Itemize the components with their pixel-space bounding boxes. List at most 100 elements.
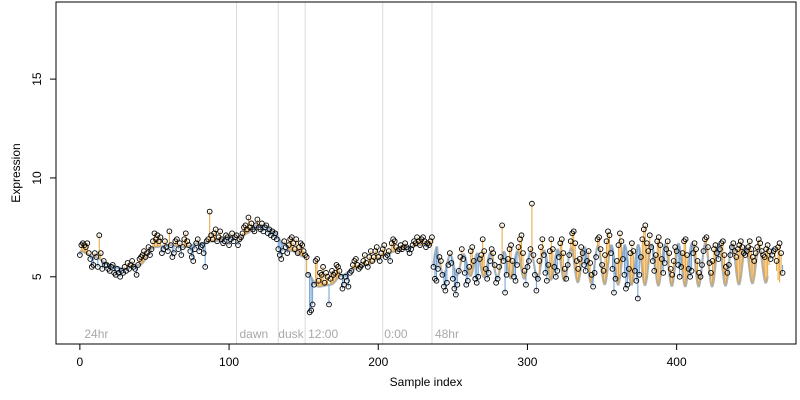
data-point <box>85 250 92 256</box>
data-point <box>348 268 355 274</box>
data-point <box>603 238 610 245</box>
data-point <box>751 258 758 264</box>
data-point <box>251 228 258 235</box>
data-point <box>533 287 540 294</box>
data-point <box>697 273 704 280</box>
data-point <box>581 262 587 268</box>
data-point <box>523 281 529 288</box>
data-point <box>168 242 174 249</box>
x-tick-label: 0 <box>77 355 84 369</box>
data-point <box>209 236 216 243</box>
data-point <box>536 258 543 264</box>
data-point <box>593 254 599 260</box>
data-point <box>272 230 279 237</box>
data-point <box>233 232 240 239</box>
data-point <box>200 250 207 256</box>
data-point <box>561 266 568 272</box>
data-point <box>226 242 232 249</box>
data-point <box>491 262 498 268</box>
y-tick-label: 5 <box>30 273 44 280</box>
data-point <box>508 242 514 249</box>
data-point <box>618 238 625 245</box>
data-point <box>341 281 347 288</box>
data-point <box>582 268 589 274</box>
data-point <box>529 200 535 207</box>
data-point <box>597 246 604 252</box>
data-point <box>490 250 496 256</box>
data-point <box>512 277 519 284</box>
data-point <box>779 269 786 276</box>
data-point <box>485 269 492 276</box>
plot-background <box>56 2 796 344</box>
y-axis-label: Expression <box>9 143 23 202</box>
x-tick-label: 200 <box>368 355 388 369</box>
data-point <box>673 248 680 254</box>
data-point <box>509 258 516 264</box>
data-point <box>635 295 641 302</box>
y-axis: 5 10 15 <box>30 72 56 280</box>
data-point <box>690 250 696 256</box>
data-point <box>288 234 295 241</box>
data-point <box>487 258 494 264</box>
data-point <box>281 238 288 245</box>
data-point <box>194 236 201 243</box>
data-point <box>532 271 538 278</box>
data-point <box>709 258 716 264</box>
data-point <box>558 236 565 243</box>
data-point <box>373 244 380 250</box>
data-point <box>173 236 180 243</box>
data-point <box>555 254 562 260</box>
data-point <box>455 268 462 274</box>
data-point <box>353 256 359 262</box>
data-point <box>299 242 306 249</box>
data-point <box>633 277 640 284</box>
data-point <box>657 242 664 249</box>
x-tick-label: 400 <box>667 355 687 369</box>
data-point <box>599 262 605 268</box>
data-point <box>727 252 734 258</box>
data-point <box>182 230 189 237</box>
data-point <box>624 281 631 288</box>
data-point <box>739 244 746 250</box>
data-point <box>700 248 707 254</box>
data-point <box>661 260 668 266</box>
data-point <box>639 236 646 243</box>
data-point <box>642 222 649 229</box>
data-point <box>649 258 656 264</box>
y-tick-label: 10 <box>30 171 44 185</box>
data-point <box>96 232 103 239</box>
data-point <box>652 252 659 258</box>
data-point <box>84 240 91 247</box>
data-point <box>499 222 505 229</box>
data-point <box>450 275 456 282</box>
data-point <box>470 258 477 264</box>
data-point <box>285 242 292 249</box>
data-point <box>721 252 728 258</box>
data-point <box>720 238 726 245</box>
phase-labels: 24hr dawn dusk 12:00 0:00 48hr <box>84 327 459 341</box>
data-point <box>439 271 446 278</box>
plot-frame <box>55 1 797 345</box>
data-point <box>376 258 383 264</box>
data-point <box>332 269 338 276</box>
data-point <box>678 264 684 270</box>
data-point <box>176 240 183 247</box>
data-point <box>308 307 314 314</box>
data-point <box>387 258 394 264</box>
data-point <box>717 246 723 252</box>
data-point <box>521 268 528 274</box>
data-point <box>178 252 185 258</box>
data-point <box>326 301 332 308</box>
data-point <box>484 275 491 282</box>
data-point <box>526 258 532 264</box>
data-point <box>460 256 467 262</box>
x-tick-label: 300 <box>517 355 537 369</box>
data-point <box>615 242 622 249</box>
data-point <box>93 254 100 260</box>
data-point <box>438 258 444 264</box>
data-point <box>687 273 693 280</box>
data-point <box>545 262 552 268</box>
data-point <box>385 248 392 254</box>
data-point <box>202 264 209 270</box>
